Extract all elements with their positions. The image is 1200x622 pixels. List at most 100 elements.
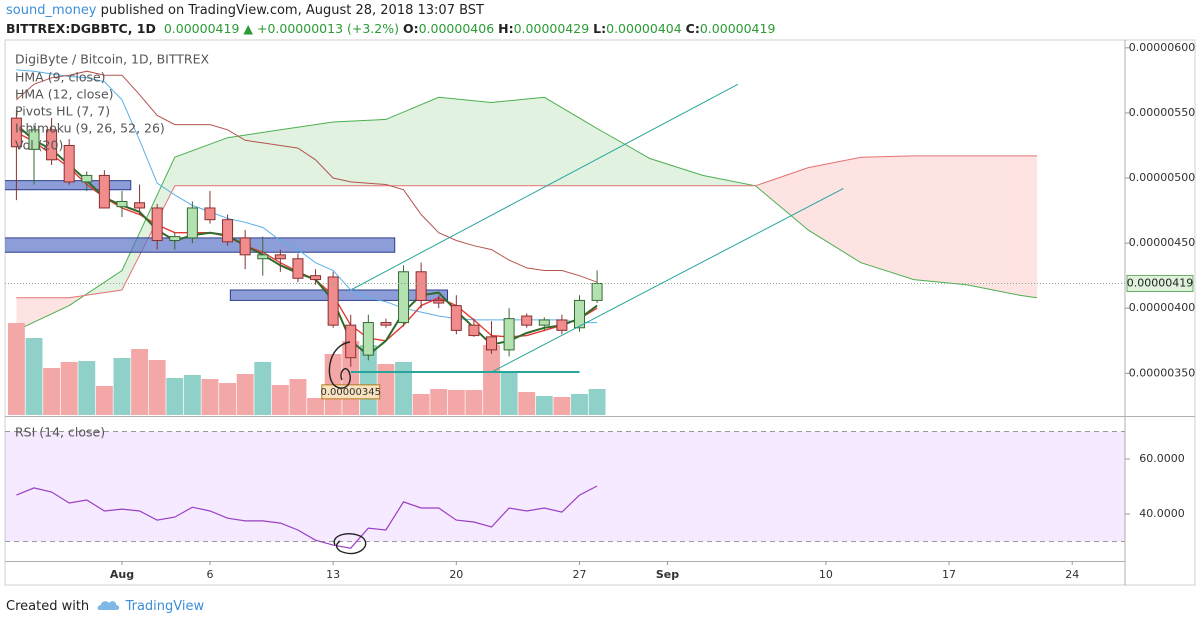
price-label-box: [321, 384, 381, 400]
x-tick-label: 27: [572, 568, 586, 581]
candle-body: [169, 236, 181, 242]
candle-body: [573, 299, 585, 329]
volume-bar: [43, 368, 61, 415]
chart: 0.00000345 0.00000600 0.00000550 0.0000050…: [4, 39, 1196, 586]
volume-bar: [483, 345, 500, 415]
doodle: [333, 533, 367, 555]
volume-bar: [7, 323, 25, 415]
volume-bar: [395, 362, 412, 415]
cloud-fill: [861, 155, 914, 280]
x-tick-label: 10: [819, 568, 833, 581]
candle-body: [380, 322, 392, 326]
candle-body: [591, 282, 603, 301]
price-pane: 0.00000345: [5, 69, 1125, 415]
ohlc-label: H:: [498, 21, 514, 36]
y-tick-label: 0.00000400: [1129, 301, 1195, 314]
symbol-line: BITTREX:DGBBTC, 1D 0.00000419 ▲ +0.00000…: [6, 21, 775, 36]
cloud-fill: [385, 97, 439, 186]
symbol: BITTREX:DGBBTC, 1D: [6, 21, 156, 36]
rsi-line: [16, 485, 598, 549]
volume-bar: [430, 389, 448, 415]
x-tick-label: Sep: [656, 568, 679, 581]
candle-body: [556, 319, 568, 331]
volume-bar: [518, 392, 536, 415]
candle-body: [98, 174, 110, 209]
candle-body: [503, 318, 515, 351]
volume-bar: [588, 389, 606, 415]
cloud-fill: [544, 97, 598, 186]
chart-title: DigiByte / Bitcoin, 1D, BITTREX: [15, 52, 209, 67]
hma-line: [15, 123, 598, 357]
candle-body: [116, 200, 128, 208]
author-link[interactable]: sound_money: [6, 3, 97, 18]
candle-body: [222, 219, 234, 243]
volume-bar: [219, 383, 237, 415]
cloud-fill: [966, 155, 1020, 296]
x-tick-label: 20: [449, 568, 463, 581]
pivot-zone: [5, 237, 396, 253]
ichimoku-line: [16, 69, 598, 324]
span-b-line: [16, 155, 1037, 299]
cloud-fill: [227, 129, 281, 186]
candle-body: [521, 315, 533, 326]
change-arrow: ▲: [243, 21, 254, 36]
legend-entry: Vol (20): [15, 138, 63, 153]
logo: [98, 601, 120, 610]
volume-bar: [289, 379, 307, 415]
x-tick-label: 6: [206, 568, 213, 581]
candle-body: [327, 276, 339, 326]
footer: Created with TradingView: [6, 596, 204, 614]
volume-bar: [201, 379, 219, 415]
y-tick-label: 0.00000600: [1129, 41, 1195, 54]
cloud-fill: [174, 137, 228, 186]
close-value: 0.00000419: [699, 21, 776, 36]
candle-body: [415, 271, 427, 301]
pivot-zone: [229, 289, 449, 301]
cloud-fill: [597, 128, 650, 186]
high-value: 0.00000429: [513, 21, 590, 36]
candle-body: [204, 207, 216, 221]
candle-body: [292, 258, 304, 279]
candle-body: [486, 336, 498, 351]
candle-body: [134, 202, 146, 209]
volume-bar: [60, 362, 78, 415]
rsi-tick-label: 60.0000: [1139, 452, 1185, 465]
legend-entry: HMA (12, close): [15, 87, 114, 102]
ohlc-label: C:: [685, 21, 700, 36]
y-tick-label: 0.00000500: [1129, 171, 1195, 184]
volume-bar: [78, 361, 96, 415]
last-price-label: 0.00000419: [1127, 276, 1193, 289]
legend-entry: Ichimoku (9, 26, 52, 26): [15, 121, 165, 136]
volume-bar: [166, 378, 184, 415]
cloud-fill: [913, 155, 967, 285]
brand-link[interactable]: TradingView: [125, 599, 205, 614]
volume-bar: [113, 358, 131, 415]
ohlc-label: O:: [402, 21, 419, 36]
candle-body: [10, 117, 22, 148]
volume-bar: [553, 397, 571, 415]
candle-body: [468, 324, 480, 337]
x-tick-label: 24: [1065, 568, 1079, 581]
cloud-fill: [438, 97, 492, 186]
low-value: 0.00000404: [606, 21, 682, 36]
cloud-fill: [755, 167, 809, 231]
volume-bar: [307, 398, 324, 415]
y-tick-label: 0.00000550: [1129, 106, 1195, 119]
volume-bar: [535, 396, 553, 415]
candle-body: [257, 254, 269, 260]
cloud-fill: [649, 158, 703, 186]
x-tick-label: 17: [942, 568, 956, 581]
rsi-label: RSI (14, close): [15, 425, 105, 440]
cloud-fill: [808, 157, 862, 263]
cloud-fill: [1019, 155, 1038, 298]
trend-line: [350, 83, 739, 291]
ohlc-label: L:: [593, 21, 607, 36]
x-tick-label: 13: [326, 568, 340, 581]
candle-body: [310, 275, 322, 281]
cloud-fill: [121, 157, 175, 290]
volume-bar: [131, 349, 149, 415]
rsi-band: [5, 431, 1125, 542]
published-text: published on TradingView.com, August 28,…: [96, 3, 484, 18]
volume-bar: [236, 374, 254, 415]
